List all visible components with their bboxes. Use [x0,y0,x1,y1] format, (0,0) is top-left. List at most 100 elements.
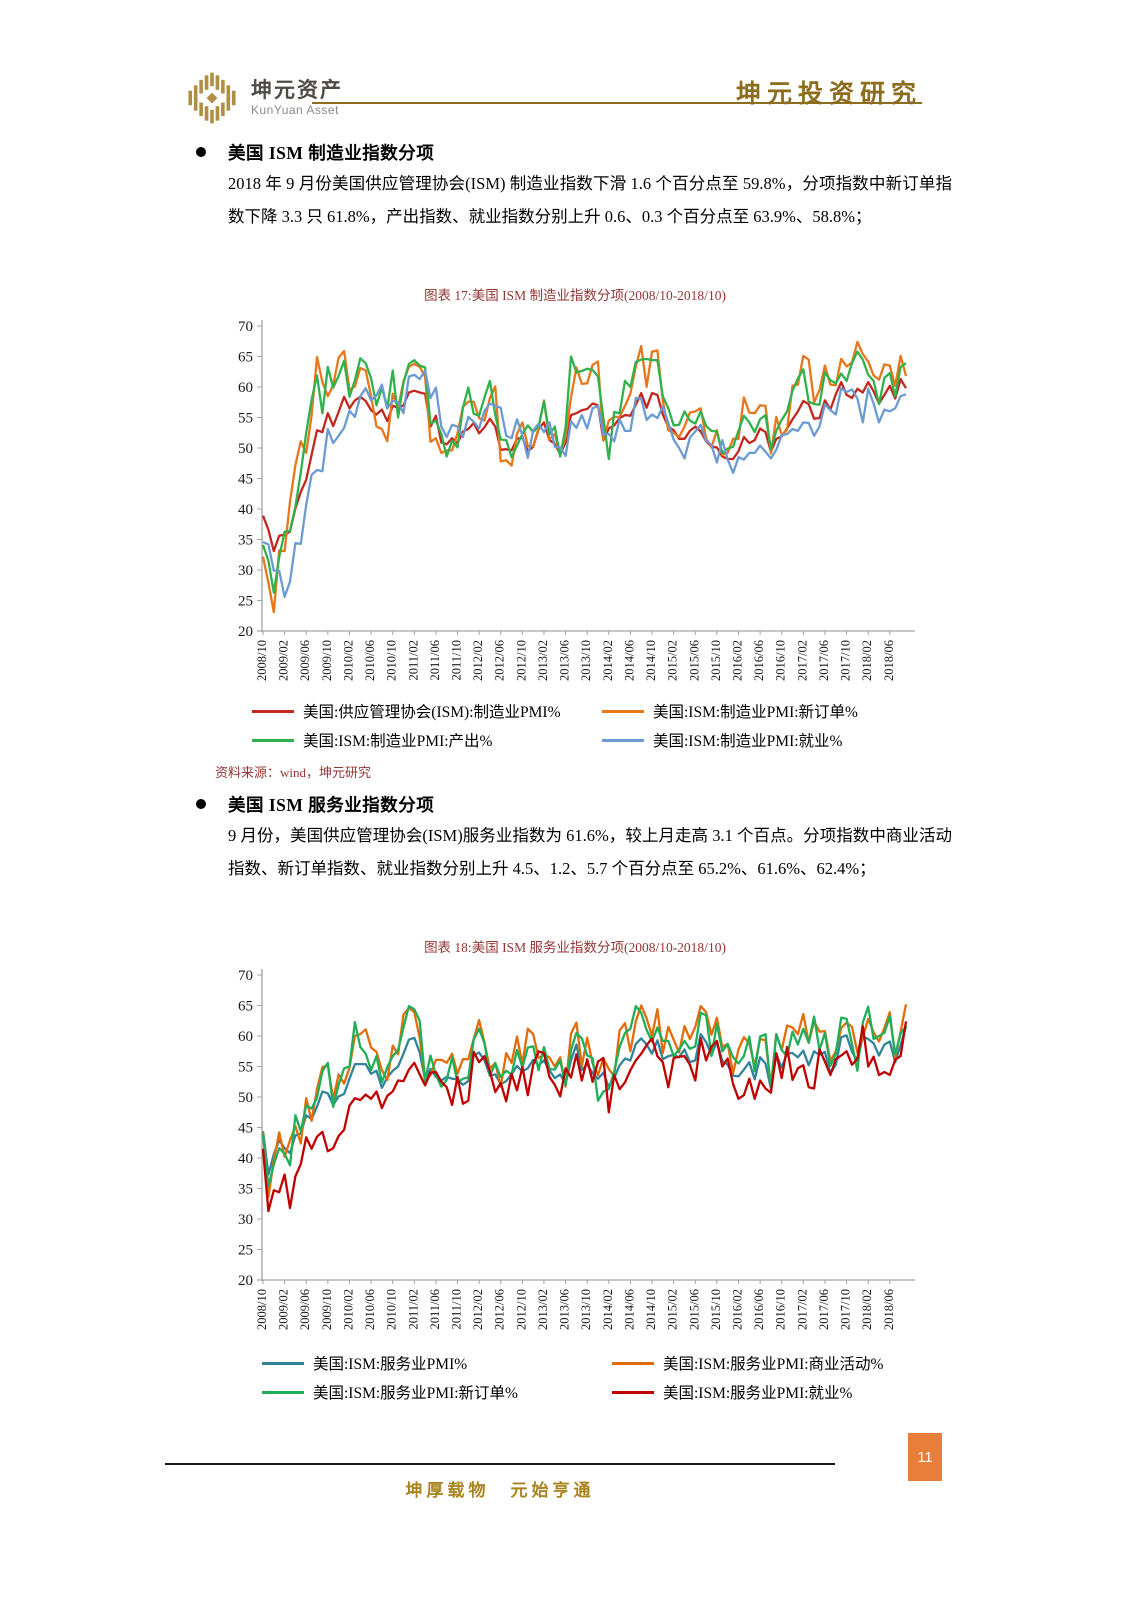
svg-text:2017/02: 2017/02 [795,640,809,681]
svg-text:40: 40 [238,1151,253,1167]
svg-text:2016/10: 2016/10 [774,640,788,681]
svg-text:2016/02: 2016/02 [730,1289,744,1330]
svg-text:2011/10: 2011/10 [450,1289,464,1330]
svg-text:45: 45 [238,472,253,488]
svg-text:2012/10: 2012/10 [514,1289,528,1330]
svg-text:25: 25 [238,594,253,610]
svg-text:2014/02: 2014/02 [601,640,615,681]
svg-text:2010/02: 2010/02 [341,1289,355,1330]
bullet-marker [196,147,206,157]
svg-text:2010/10: 2010/10 [385,1289,399,1330]
svg-text:50: 50 [238,1090,253,1106]
legend-swatch [612,1361,654,1365]
svg-text:2010/06: 2010/06 [363,640,377,681]
svg-text:2013/06: 2013/06 [558,1289,572,1330]
header-title: 坤元投资研究 [735,81,922,108]
svg-text:2011/10: 2011/10 [450,640,464,681]
svg-text:2013/10: 2013/10 [579,640,593,681]
legend-swatch [252,738,294,742]
svg-text:2013/10: 2013/10 [579,1289,593,1330]
legend-item: 美国:ISM:服务业PMI:新订单% [262,1381,612,1403]
legend-label: 美国:ISM:制造业PMI:新订单% [653,704,858,721]
svg-text:2009/06: 2009/06 [298,1289,312,1330]
svg-text:2018/06: 2018/06 [882,1289,896,1330]
svg-text:2008/10: 2008/10 [255,640,269,681]
svg-text:2011/02: 2011/02 [406,640,420,681]
svg-text:2014/10: 2014/10 [644,640,658,681]
legend-label: 美国:供应管理协会(ISM):制造业PMI% [303,704,561,721]
section-heading-services: 美国 ISM 服务业指数分项 [228,795,435,815]
svg-text:2016/10: 2016/10 [774,1289,788,1330]
svg-text:40: 40 [238,502,253,518]
svg-text:2011/06: 2011/06 [428,1289,442,1330]
svg-text:65: 65 [238,999,253,1015]
legend-label: 美国:ISM:服务业PMI% [313,1356,468,1373]
legend-item: 美国:ISM:服务业PMI:就业% [612,1381,922,1403]
svg-text:45: 45 [238,1121,253,1137]
svg-text:2011/06: 2011/06 [428,640,442,681]
svg-text:2017/10: 2017/10 [839,1289,853,1330]
svg-text:2009/10: 2009/10 [320,640,334,681]
chart-legend-services: 美国:ISM:服务业PMI% 美国:ISM:服务业PMI:商业活动% 美国:ISM:… [262,1352,922,1403]
svg-text:2012/10: 2012/10 [514,640,528,681]
svg-text:2016/06: 2016/06 [752,1289,766,1330]
svg-text:2015/10: 2015/10 [709,640,723,681]
footer-motto: 坤厚载物 元始亨通 [405,1481,595,1500]
svg-text:2013/02: 2013/02 [536,640,550,681]
svg-text:2018/02: 2018/02 [860,1289,874,1330]
svg-text:30: 30 [238,563,253,579]
section-heading-manufacturing: 美国 ISM 制造业指数分项 [228,143,435,163]
svg-text:60: 60 [238,1029,253,1045]
ism-manufacturing-chart: 20 25 30 35 40 45 50 55 60 65 70 2008/10 2009/02 2009… [238,319,915,681]
svg-text:2009/10: 2009/10 [320,1289,334,1330]
svg-text:2014/02: 2014/02 [601,1289,615,1330]
legend-swatch [252,709,294,713]
svg-text:2013/06: 2013/06 [558,640,572,681]
chart-legend-manufacturing: 美国:供应管理协会(ISM):制造业PMI% 美国:ISM:制造业PMI:新订单%… [252,700,912,751]
section-body-manufacturing: 2018 年 9 月份美国供应管理协会(ISM) 制造业指数下滑 1.6 个百分… [228,174,952,226]
section-body-services: 9 月份，美国供应管理协会(ISM)服务业指数为 61.6%，较上月走高 3.1… [228,826,952,878]
bullet-marker [196,799,206,809]
company-logo: 坤元资产 KunYuan Asset [183,68,343,128]
legend-item: 美国:ISM:服务业PMI% [262,1352,612,1374]
svg-text:2013/02: 2013/02 [536,1289,550,1330]
svg-text:2011/02: 2011/02 [406,1289,420,1330]
legend-swatch [262,1390,304,1394]
figure17-caption: 图表 17:美国 ISM 制造业指数分项(2008/10-2018/10) [424,288,726,303]
svg-text:2010/10: 2010/10 [385,640,399,681]
logo-text-en: KunYuan Asset [251,103,339,117]
svg-text:2016/02: 2016/02 [730,640,744,681]
svg-text:2014/06: 2014/06 [622,640,636,681]
svg-text:2017/02: 2017/02 [795,1289,809,1330]
legend-label: 美国:ISM:制造业PMI:就业% [653,733,843,750]
svg-text:70: 70 [238,968,253,984]
footer-rule [165,1463,835,1465]
legend-item: 美国:ISM:服务业PMI:商业活动% [612,1352,922,1374]
svg-text:2010/02: 2010/02 [341,640,355,681]
svg-text:2010/06: 2010/06 [363,1289,377,1330]
legend-item: 美国:供应管理协会(ISM):制造业PMI% [252,700,602,722]
kunyuan-logo-icon [188,72,236,124]
svg-text:2015/06: 2015/06 [687,1289,701,1330]
svg-text:2009/02: 2009/02 [277,1289,291,1330]
legend-label: 美国:ISM:服务业PMI:新订单% [313,1385,518,1402]
svg-text:20: 20 [238,1273,253,1289]
legend-swatch [602,709,644,713]
svg-text:2015/10: 2015/10 [709,1289,723,1330]
svg-text:60: 60 [238,380,253,396]
svg-text:2015/02: 2015/02 [666,1289,680,1330]
svg-text:2012/02: 2012/02 [471,1289,485,1330]
legend-label: 美国:ISM:制造业PMI:产出% [303,733,493,750]
source-note: 资料来源：wind，坤元研究 [215,765,372,780]
svg-text:30: 30 [238,1212,253,1228]
svg-text:2009/06: 2009/06 [298,640,312,681]
legend-swatch [602,738,644,742]
legend-item: 美国:ISM:制造业PMI:就业% [602,729,912,751]
svg-text:25: 25 [238,1243,253,1259]
svg-text:2014/06: 2014/06 [622,1289,636,1330]
logo-text-cn: 坤元资产 [251,79,343,102]
svg-text:2014/10: 2014/10 [644,1289,658,1330]
svg-text:35: 35 [238,1182,253,1198]
svg-text:2017/06: 2017/06 [817,640,831,681]
